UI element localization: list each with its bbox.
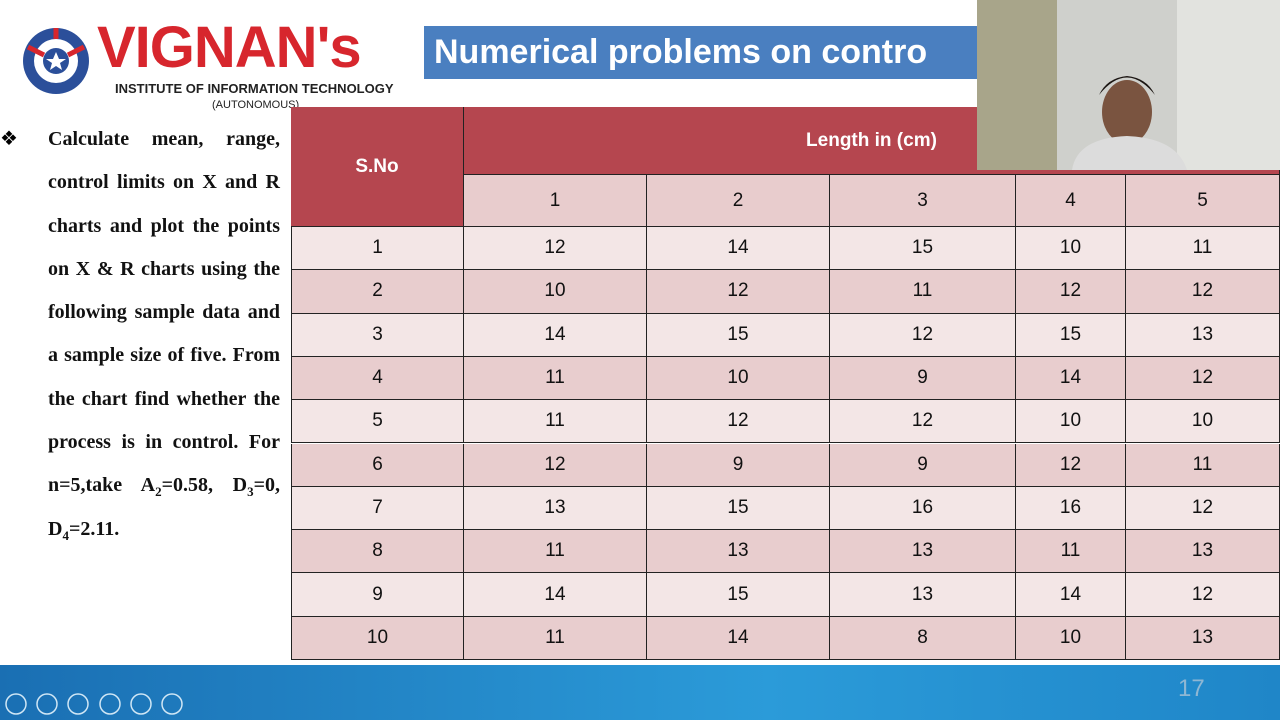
slide-title: Numerical problems on contro: [424, 26, 977, 79]
table-cell: 12: [1126, 270, 1280, 314]
table-cell: 15: [647, 313, 830, 357]
table-cell: 11: [464, 530, 647, 574]
page-number: 17: [1178, 675, 1205, 702]
subscript: 2: [155, 484, 162, 500]
sno-cell: 10: [291, 616, 464, 660]
table-cell: 13: [464, 486, 647, 531]
column-header: 2: [647, 175, 830, 227]
column-header: 4: [1016, 175, 1126, 227]
table-cell: 12: [647, 400, 830, 444]
table-cell: 15: [1016, 313, 1126, 357]
table-cell: 12: [830, 400, 1016, 444]
sno-cell: 7: [291, 486, 464, 531]
table-cell: 13: [647, 530, 830, 574]
table-cell: 14: [1016, 573, 1126, 617]
webcam-feed: [977, 0, 1280, 170]
prev-button[interactable]: [5, 693, 27, 715]
column-header: 3: [830, 175, 1016, 227]
column-header: 1: [464, 175, 647, 227]
next-button[interactable]: [36, 693, 58, 715]
table-cell: 15: [647, 486, 830, 531]
more-button[interactable]: [161, 693, 183, 715]
table-cell: 13: [830, 573, 1016, 617]
subscript: 3: [247, 484, 254, 500]
problem-text: Calculate mean, range, control limits on…: [48, 118, 280, 551]
data-table: S.No Length in (cm) 1 2 3 4 5 1 12 14 15 10 11 2 10 12 1…: [291, 107, 1280, 660]
table-cell: 15: [830, 227, 1016, 271]
toolbar: [0, 665, 1280, 720]
table-cell: 16: [830, 486, 1016, 531]
table-cell: 9: [647, 443, 830, 487]
logo-subtitle: (AUTONOMOUS): [212, 99, 300, 111]
table-cell: 11: [464, 400, 647, 444]
table-cell: 8: [830, 616, 1016, 660]
table-cell: 14: [1016, 356, 1126, 401]
table-cell: 12: [1016, 443, 1126, 487]
sno-cell: 5: [291, 400, 464, 444]
table-cell: 13: [1126, 530, 1280, 574]
table-cell: 10: [464, 270, 647, 314]
table-cell: 11: [464, 616, 647, 660]
table-cell: 10: [1016, 227, 1126, 271]
table-cell: 12: [1016, 270, 1126, 314]
table-cell: 14: [464, 313, 647, 357]
table-cell: 11: [1126, 227, 1280, 271]
problem-part: =0, D: [48, 474, 280, 540]
column-header: 5: [1126, 175, 1280, 227]
table-cell: 11: [464, 356, 647, 401]
table-cell: 12: [1126, 356, 1280, 401]
table-cell: 13: [1126, 616, 1280, 660]
table-cell: 16: [1016, 486, 1126, 531]
table-cell: 14: [647, 616, 830, 660]
sno-cell: 6: [291, 443, 464, 487]
table-cell: 10: [1016, 400, 1126, 444]
slides-button[interactable]: [99, 693, 121, 715]
table-cell: 11: [830, 270, 1016, 314]
subscript: 4: [62, 527, 69, 543]
header-cell: S.No: [291, 107, 464, 227]
problem-part: =0.58, D: [161, 474, 248, 497]
table-cell: 9: [830, 443, 1016, 487]
sno-cell: 4: [291, 356, 464, 401]
table-cell: 15: [647, 573, 830, 617]
table-cell: 14: [647, 227, 830, 271]
sno-cell: 9: [291, 573, 464, 617]
table-cell: 10: [1016, 616, 1126, 660]
logo-subtitle: INSTITUTE OF INFORMATION TECHNOLOGY: [115, 81, 394, 96]
table-cell: 11: [1016, 530, 1126, 574]
table-cell: 10: [647, 356, 830, 401]
problem-part: Calculate mean, range, control limits on…: [48, 128, 280, 497]
sno-cell: 1: [291, 227, 464, 271]
logo-name: VIGNAN's: [97, 15, 362, 80]
table-cell: 12: [464, 227, 647, 271]
table-cell: 12: [1126, 573, 1280, 617]
table-cell: 12: [464, 443, 647, 487]
logo-emblem: [23, 28, 89, 94]
table-cell: 12: [830, 313, 1016, 357]
table-cell: 11: [1126, 443, 1280, 487]
table-cell: 10: [1126, 400, 1280, 444]
pen-button[interactable]: [67, 693, 89, 715]
table-cell: 13: [830, 530, 1016, 574]
table-cell: 9: [830, 356, 1016, 401]
table-cell: 13: [1126, 313, 1280, 357]
zoom-button[interactable]: [130, 693, 152, 715]
sno-cell: 3: [291, 313, 464, 357]
table-cell: 14: [464, 573, 647, 617]
table-cell: 12: [1126, 486, 1280, 531]
toolbar-icons: [5, 693, 183, 715]
problem-part: =2.11.: [68, 517, 120, 540]
bullet: ❖: [0, 128, 18, 150]
sno-cell: 8: [291, 530, 464, 574]
table-cell: 12: [647, 270, 830, 314]
sno-cell: 2: [291, 270, 464, 314]
